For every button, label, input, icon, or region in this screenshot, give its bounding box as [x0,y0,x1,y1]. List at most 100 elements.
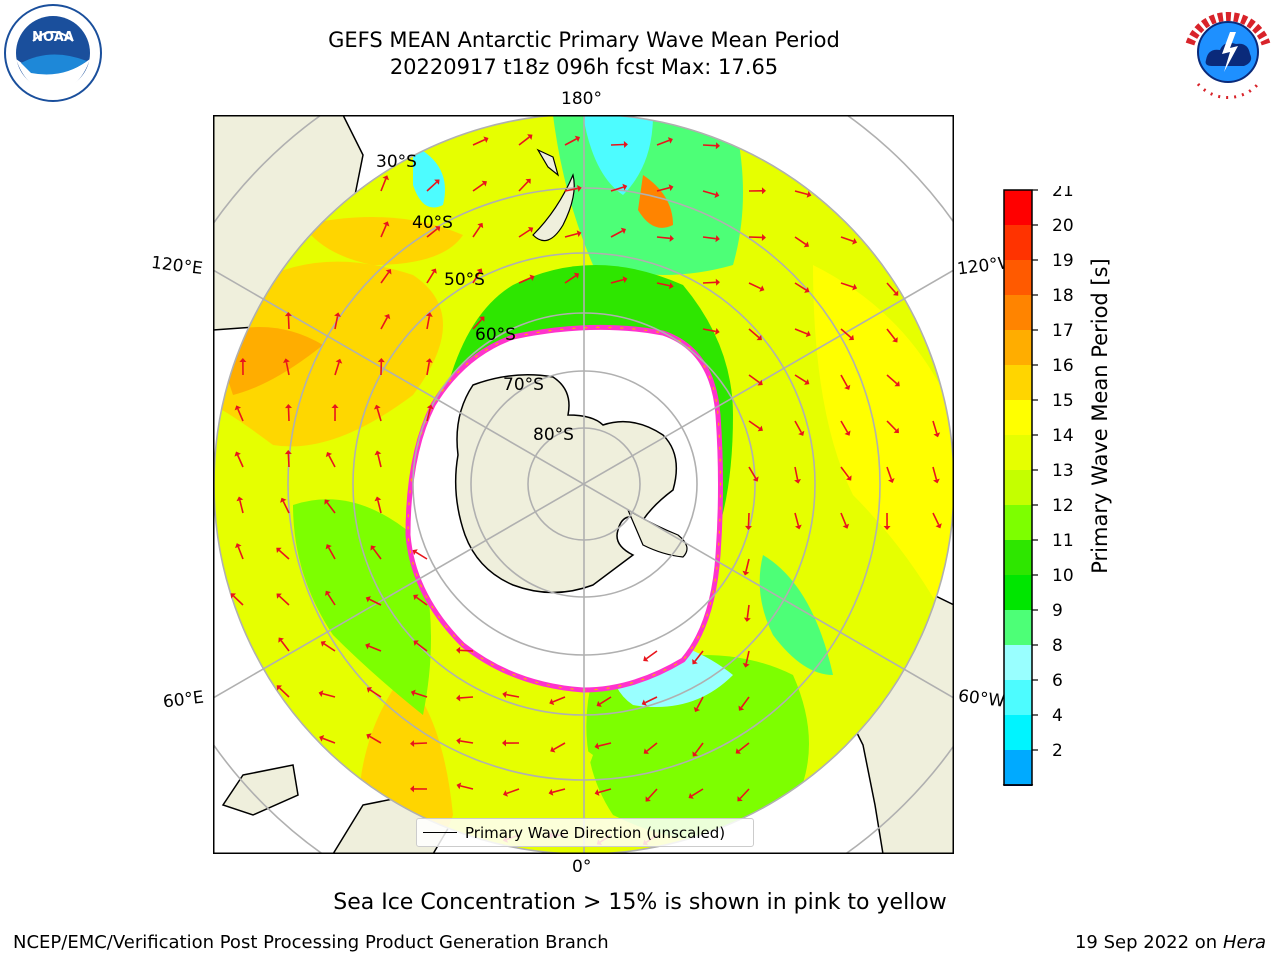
wave-arrow [552,788,566,794]
lat-label-70s: 70°S [503,375,544,395]
wave-arrow [552,696,566,703]
wave-arrow-head [282,358,290,363]
lon-label-180: 180° [561,89,602,109]
polar-map [213,115,954,854]
wave-arrow-head [374,450,382,456]
wave-arrow-head [320,640,327,647]
wave-arrow [702,328,716,333]
wave-arrow-head [476,268,483,274]
wave-arrow [745,558,750,572]
wave-arrow [278,595,290,606]
wave-arrow [747,512,750,527]
wave-arrow-head [278,637,284,643]
wave-arrow-head [413,594,419,601]
wave-arrow-head [477,222,484,229]
map-subtitle: 20220917 t18z 096h fcst Max: 17.65 [389,55,779,79]
wave-arrow-head [382,221,390,227]
wave-arrow [598,742,612,747]
colorbar-title-wrap: Primary Wave Mean Period [s] [1085,186,1115,646]
wave-arrow [886,420,897,431]
wave-arrow [691,788,704,797]
wave-arrow [564,138,577,146]
wave-arrow-head [284,312,292,317]
colorbar-tick-label: 11 [1052,531,1074,551]
wave-arrow [702,236,716,240]
wave-arrow [472,225,481,238]
wave-arrow-head [761,233,766,241]
wave-arrow-head [239,358,247,363]
colorbar-tick-label: 13 [1052,461,1074,481]
wave-arrow-head [426,404,434,410]
wave-arrow [646,742,658,752]
colorbar-tick-label: 17 [1052,321,1074,341]
lat-label-30s: 30°S [376,152,417,172]
wave-arrow [794,420,802,433]
wave-arrow-head [430,268,437,274]
colorbar-segment [1004,715,1032,750]
wave-arrow [334,362,340,376]
wave-arrow [460,785,474,790]
wave-arrow [794,282,807,291]
wave-arrow-head [434,226,441,232]
wave-arrow-head [933,478,940,484]
wave-arrow-head [365,596,371,603]
wave-arrow-head [576,230,582,238]
wave-arrow [279,687,290,698]
wave-arrow-head [668,282,674,290]
wave-arrow-head [715,142,720,150]
wave-arrow [794,190,808,196]
wave-arrow-head [574,135,580,142]
wave-arrow [236,454,244,468]
colorbar-tick-label: 12 [1052,496,1074,516]
wave-arrow-head [715,235,720,243]
wave-arrow-head [757,379,763,386]
wave-arrow-head [550,746,556,753]
map-canvas [213,115,954,854]
wave-arrow-head [385,269,392,275]
wave-arrow-head [715,278,720,286]
map-title: GEFS MEAN Antarctic Primary Wave Mean Pe… [328,28,840,52]
wave-arrow [415,551,428,560]
colorbar-tick-label: 19 [1052,251,1074,271]
wave-arrow-head [483,136,489,143]
wave-arrow-head [804,379,810,385]
wave-arrow [610,278,624,284]
wave-arrow [287,453,290,468]
colorbar-title: Primary Wave Mean Period [s] [1088,258,1113,574]
wave-arrow-head [643,655,649,662]
map-legend: Primary Wave Direction (unscaled) [416,818,754,847]
wave-arrow-head [456,694,461,702]
colorbar-segment [1004,750,1032,785]
wave-arrow-head [284,404,292,409]
colorbar-segment [1004,610,1032,645]
wave-arrow [426,271,435,284]
wave-arrow-head [715,327,720,335]
wave-arrow-head [425,312,433,317]
wave-arrow-head [594,789,600,796]
wave-arrow-head [525,178,531,185]
footer-date: 19 Sep 2022 on Hera [1075,932,1266,953]
wave-arrow [932,512,940,526]
wave-arrow [694,650,704,662]
wave-arrow [287,407,290,422]
wave-arrow [886,282,897,294]
wave-arrow [377,500,382,514]
lat-label-40s: 40°S [412,213,453,233]
wave-arrow-head [410,689,416,697]
wave-arrow [794,512,800,526]
wave-arrow-head [577,184,582,192]
wave-arrow [702,144,717,147]
wave-arrow-head [643,748,650,754]
colorbar-segment [1004,260,1032,295]
wave-arrow-head [594,742,600,750]
wave-arrow [739,788,750,800]
wave-arrow-head [688,792,694,799]
wave-arrow-head [456,646,461,654]
wave-arrow-head [382,175,390,181]
wave-arrow-head [892,337,898,343]
wave-arrow-head [502,691,507,698]
wave-arrow [518,277,532,284]
colorbar-tick-label: 20 [1052,216,1074,236]
wave-arrow-head [324,499,330,505]
wave-arrow-head [848,334,854,341]
